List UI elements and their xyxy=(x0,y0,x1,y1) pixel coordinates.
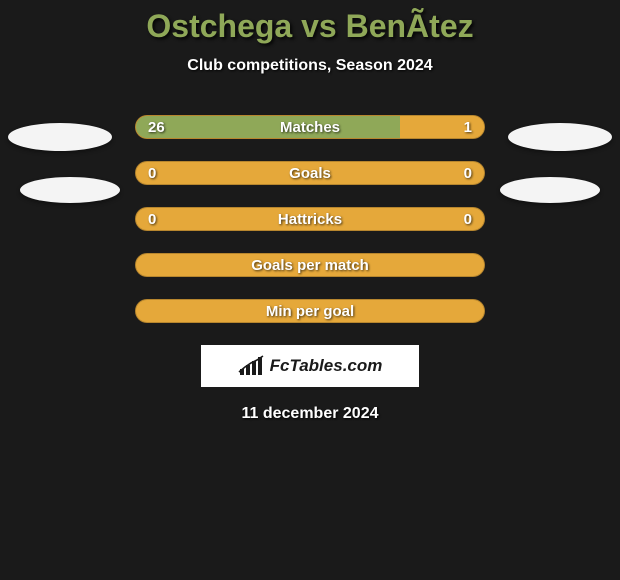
page-subtitle: Club competitions, Season 2024 xyxy=(0,57,620,75)
stat-label: Matches xyxy=(136,116,484,138)
source-logo: FcTables.com xyxy=(201,345,419,387)
stat-label: Goals per match xyxy=(136,254,484,276)
logo-text: FcTables.com xyxy=(270,356,383,376)
bar-chart-icon xyxy=(238,355,266,377)
stats-card: Ostchega vs BenÃ­tez Club competitions, … xyxy=(0,0,620,580)
stat-bar: Min per goal xyxy=(135,299,485,323)
date-label: 11 december 2024 xyxy=(0,405,620,423)
stat-label: Hattricks xyxy=(136,208,484,230)
stat-bar: 00Hattricks xyxy=(135,207,485,231)
player-badge-placeholder xyxy=(20,177,120,203)
stat-bar: 00Goals xyxy=(135,161,485,185)
page-title: Ostchega vs BenÃ­tez xyxy=(0,8,620,45)
player-badge-placeholder xyxy=(8,123,112,151)
stat-bar: Goals per match xyxy=(135,253,485,277)
stat-bar: 261Matches xyxy=(135,115,485,139)
stat-label: Min per goal xyxy=(136,300,484,322)
stat-row: Min per goal xyxy=(0,299,620,323)
stat-row: Goals per match xyxy=(0,253,620,277)
player-badge-placeholder xyxy=(500,177,600,203)
stat-row: 00Hattricks xyxy=(0,207,620,231)
player-badge-placeholder xyxy=(508,123,612,151)
stat-label: Goals xyxy=(136,162,484,184)
